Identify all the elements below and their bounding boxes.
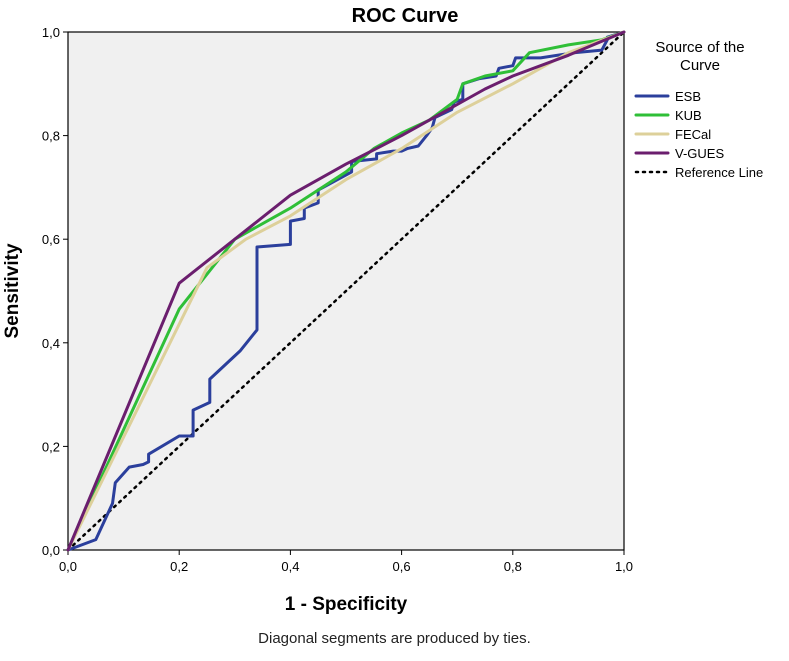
series-line-v-gues bbox=[66, 30, 626, 552]
legend-label: V-GUES bbox=[675, 146, 724, 161]
x-axis: 0,0 0,2 0,4 0,6 0,8 1,0 bbox=[59, 550, 633, 574]
x-tick-label: 1,0 bbox=[615, 559, 633, 574]
y-axis: 0,0 0,2 0,4 0,6 0,8 1,0 bbox=[42, 25, 68, 558]
footnote: Diagonal segments are produced by ties. bbox=[258, 630, 531, 647]
y-tick-label: 0,2 bbox=[42, 439, 60, 454]
x-tick-label: 0,0 bbox=[59, 559, 77, 574]
x-tick-label: 0,2 bbox=[170, 559, 188, 574]
series-line-fecal bbox=[66, 30, 626, 552]
y-tick-label: 0,8 bbox=[42, 129, 60, 144]
legend-label: FECal bbox=[675, 127, 711, 142]
series-layer bbox=[66, 30, 626, 552]
legend-label: Reference Line bbox=[675, 165, 763, 180]
x-tick-label: 0,6 bbox=[393, 559, 411, 574]
legend-label: KUB bbox=[675, 108, 702, 123]
y-tick-label: 0,4 bbox=[42, 336, 60, 351]
chart-title: ROC Curve bbox=[352, 5, 459, 27]
legend-title: Source of the Curve bbox=[655, 39, 744, 74]
x-axis-label: 1 - Specificity bbox=[285, 594, 408, 615]
y-axis-label: Sensitivity bbox=[2, 243, 23, 338]
y-tick-label: 0,6 bbox=[42, 232, 60, 247]
series-line-reference-line bbox=[66, 30, 626, 552]
series-line-esb bbox=[66, 30, 626, 552]
y-tick-label: 0,0 bbox=[42, 543, 60, 558]
legend-label: ESB bbox=[675, 89, 701, 104]
x-tick-label: 0,4 bbox=[281, 559, 299, 574]
y-tick-label: 1,0 bbox=[42, 25, 60, 40]
x-tick-label: 0,8 bbox=[504, 559, 522, 574]
legend: Source of the Curve ESB KUB FECal V-GUES Refer… bbox=[634, 39, 763, 180]
